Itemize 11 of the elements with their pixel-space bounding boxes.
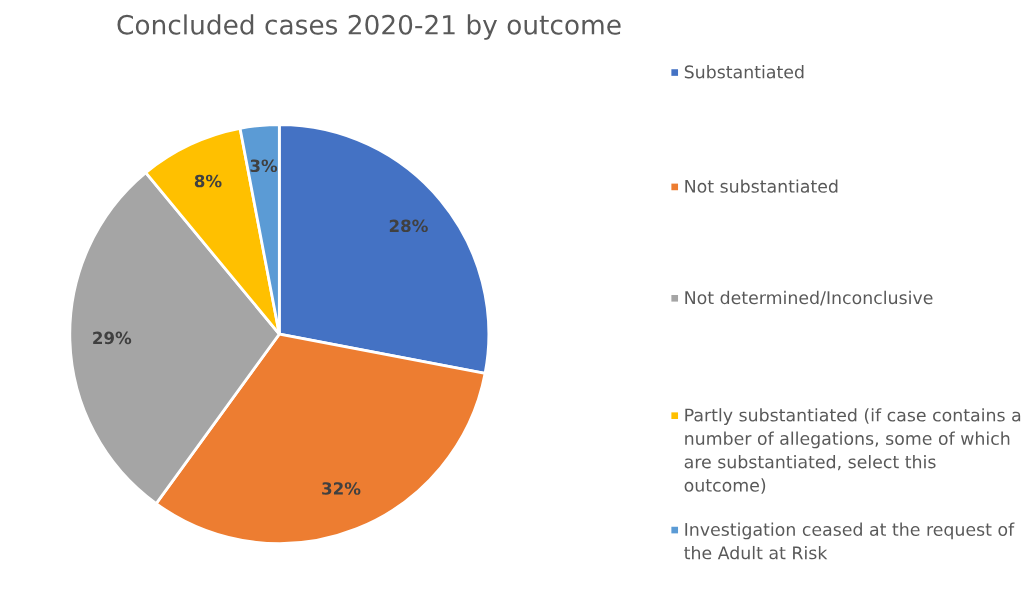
legend-label: Not determined/Inconclusive <box>685 290 933 306</box>
legend-label: Not substantiated <box>685 179 838 193</box>
data-label: 28% <box>389 219 428 233</box>
data-label: 32% <box>322 482 361 495</box>
data-label: 8% <box>194 174 222 188</box>
legend-label: Substantiated <box>684 65 804 79</box>
legend-label: Investigation ceased at the request of the Adult at Risk <box>684 522 1015 560</box>
data-label: 3% <box>250 159 278 173</box>
legend-label: Partly substantiated (if case contains a number of allegations, some of which are substantiated, select this outcome) <box>684 408 1021 494</box>
data-label: 29% <box>93 331 132 345</box>
chart-title: Concluded cases 2020-21 by outcome <box>117 14 621 40</box>
